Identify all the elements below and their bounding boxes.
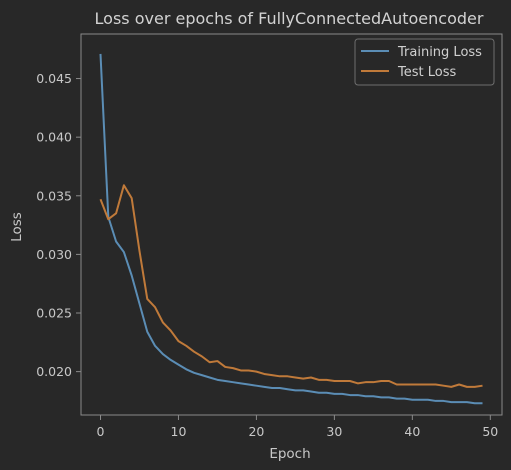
y-axis-label: Loss <box>9 212 25 242</box>
x-tick-label: 10 <box>171 424 187 439</box>
series-line-training-loss <box>99 53 483 405</box>
x-tick-label: 0 <box>97 424 105 439</box>
y-tick-label: 0.040 <box>36 130 72 145</box>
y-tick-label: 0.045 <box>36 71 72 86</box>
legend-box <box>354 38 495 86</box>
x-tick-label: 50 <box>482 424 498 439</box>
y-tick-label: 0.030 <box>36 247 72 262</box>
series-line-test-loss <box>99 184 483 388</box>
x-axis-label: Epoch <box>269 446 310 462</box>
legend-label-test-loss: Test Loss <box>397 65 456 80</box>
legend: Training Loss Test Loss <box>354 38 495 86</box>
x-axis-ticks: 0 10 20 30 40 50 <box>97 415 498 439</box>
x-tick-label: 30 <box>326 424 342 439</box>
y-tick-label: 0.020 <box>36 364 72 379</box>
x-tick-label: 40 <box>404 424 420 439</box>
y-tick-label: 0.025 <box>36 306 72 321</box>
y-tick-label: 0.035 <box>36 188 72 203</box>
x-tick-label: 20 <box>248 424 264 439</box>
chart-title: Loss over epochs of FullyConnectedAutoen… <box>95 9 484 28</box>
plot-lines <box>99 53 483 405</box>
y-axis-ticks: 0.020 0.025 0.030 0.035 0.040 0.045 <box>36 71 81 379</box>
legend-label-training-loss: Training Loss <box>397 45 482 60</box>
axes-frame <box>80 33 503 416</box>
